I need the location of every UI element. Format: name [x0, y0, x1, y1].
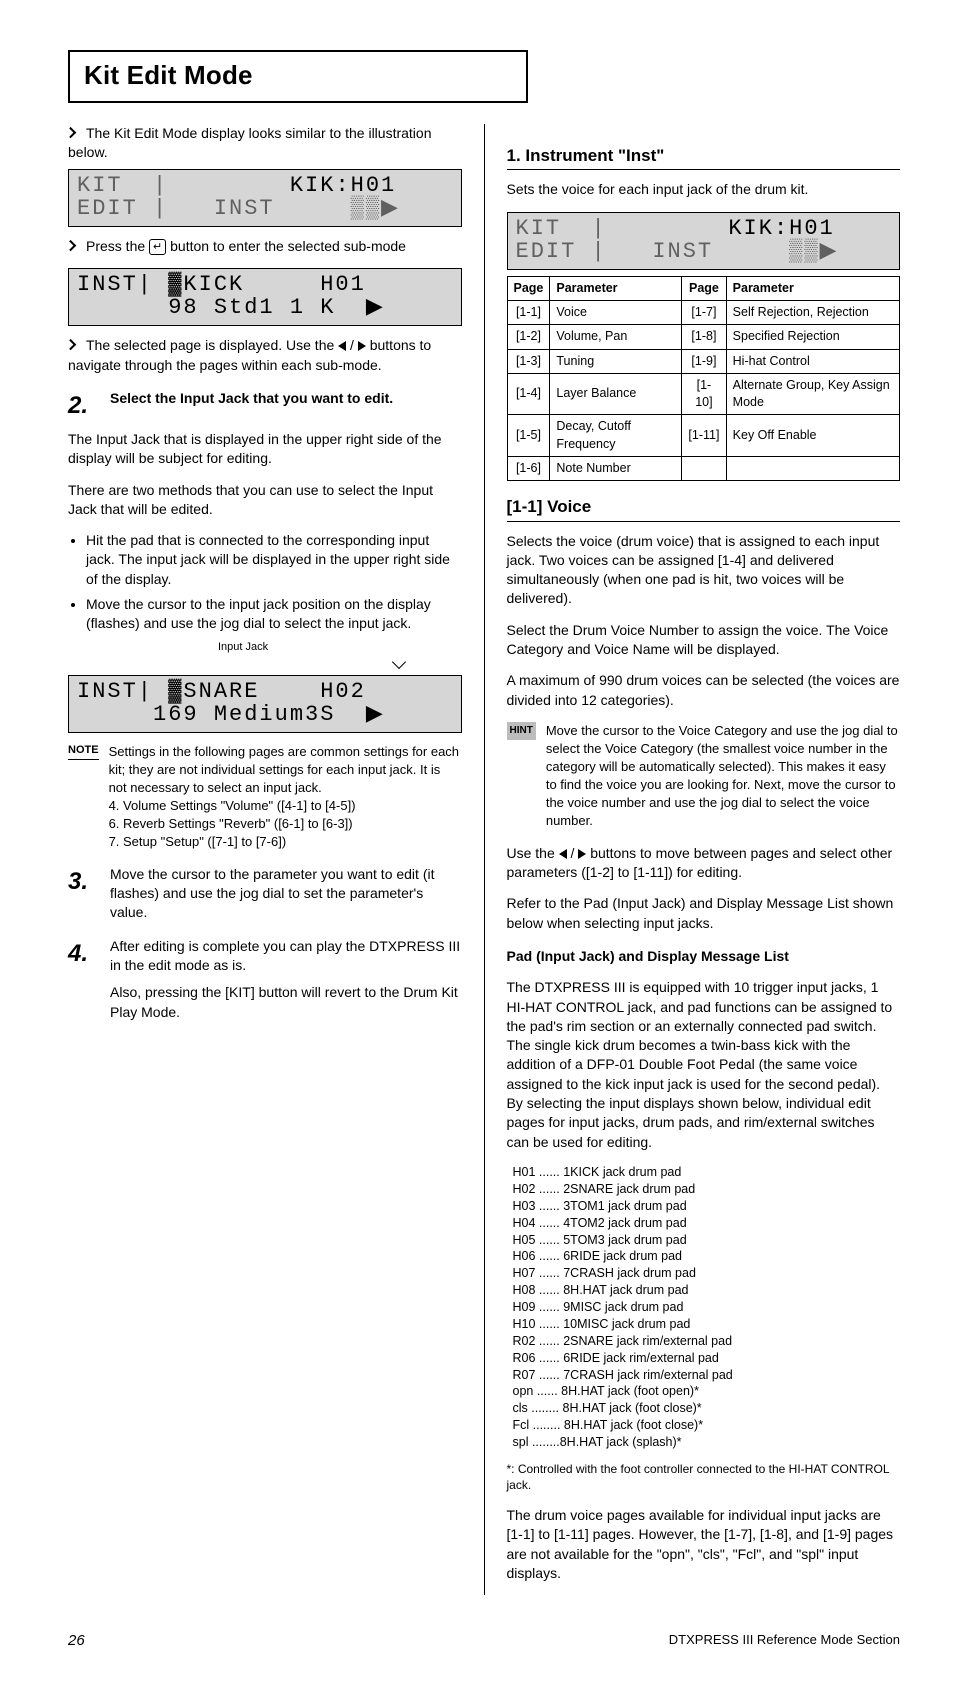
right-arrow-icon — [578, 849, 586, 859]
jack-list-intro: The DTXPRESS III is equipped with 10 tri… — [507, 978, 901, 1152]
jack-list: H01 ...... 1KICK jack drum padH02 ......… — [513, 1164, 901, 1451]
param-table: Page Parameter Page Parameter [1-1]Voice… — [507, 276, 901, 481]
enter-key-icon: ↵ — [149, 239, 166, 255]
under-lcd2: The selected page is displayed. Use the … — [68, 336, 462, 375]
step2-sub: The Input Jack that is displayed in the … — [68, 430, 462, 469]
page-footer: 26 DTXPRESS III Reference Mode Section — [68, 1631, 900, 1652]
arrow-down-icon — [391, 655, 405, 669]
step2-bullets: Hit the pad that is connected to the cor… — [68, 531, 462, 634]
page-title-bar: Kit Edit Mode — [68, 50, 528, 103]
h-1-1: [1-1] Voice — [507, 495, 901, 518]
left-arrow-icon — [559, 849, 567, 859]
step-3: 3. Move the cursor to the parameter you … — [68, 865, 462, 923]
step-2: 2. Select the Input Jack that you want t… — [68, 389, 462, 422]
footer-title: DTXPRESS III Reference Mode Section — [669, 1631, 900, 1652]
p11a: Selects the voice (drum voice) that is a… — [507, 532, 901, 609]
note-callout: NOTE Settings in the following pages are… — [68, 743, 462, 851]
p11e: Refer to the Pad (Input Jack) and Displa… — [507, 894, 901, 933]
section-1-sub: Sets the voice for each input jack of th… — [507, 180, 901, 199]
left-arrow-icon — [338, 341, 346, 351]
lcd-kit-edit-1: KIT | KIK:H01 EDIT | INST ▒▒▶ — [68, 169, 462, 227]
section-1-heading: 1. Instrument "Inst" — [507, 144, 901, 167]
page-number: 26 — [68, 1631, 85, 1652]
p-last: The drum voice pages available for indiv… — [507, 1506, 901, 1583]
right-arrow-icon — [358, 341, 366, 351]
asterisk-note: *: Controlled with the foot controller c… — [507, 1461, 901, 1494]
p11d: Use the / buttons to move between pages … — [507, 844, 901, 883]
note-body: Settings in the following pages are comm… — [109, 743, 462, 851]
hint-callout: HINT Move the cursor to the Voice Catego… — [507, 722, 901, 830]
input-jack-annot: Input Jack — [218, 640, 462, 655]
p11b: Select the Drum Voice Number to assign t… — [507, 621, 901, 660]
intro-text: The Kit Edit Mode display looks similar … — [68, 124, 462, 163]
column-divider — [484, 124, 485, 1595]
page-title: Kit Edit Mode — [84, 58, 512, 94]
lcd-inst-1: INST| ▓KICK H01 98 Std1 1 K ▶ — [68, 268, 462, 326]
lcd-kit-edit-right: KIT | KIK:H01 EDIT | INST ▒▒▶ — [507, 212, 901, 270]
note-label: NOTE — [68, 743, 99, 760]
hint-label: HINT — [507, 722, 536, 740]
jack-list-heading: Pad (Input Jack) and Display Message Lis… — [507, 947, 901, 966]
hint-body: Move the cursor to the Voice Category an… — [546, 722, 900, 830]
step2-p2: There are two methods that you can use t… — [68, 481, 462, 520]
under-lcd1: Press the ↵ button to enter the selected… — [68, 237, 462, 256]
step4-b: Also, pressing the [KIT] button will rev… — [110, 983, 462, 1022]
step-4: 4. After editing is complete you can pla… — [68, 937, 462, 976]
left-column: The Kit Edit Mode display looks similar … — [68, 124, 462, 1595]
lcd-inst-2: INST| ▓SNARE H02 169 Medium3S ▶ — [68, 675, 462, 733]
right-column: 1. Instrument "Inst" Sets the voice for … — [507, 124, 901, 1595]
p11c: A maximum of 990 drum voices can be sele… — [507, 671, 901, 710]
